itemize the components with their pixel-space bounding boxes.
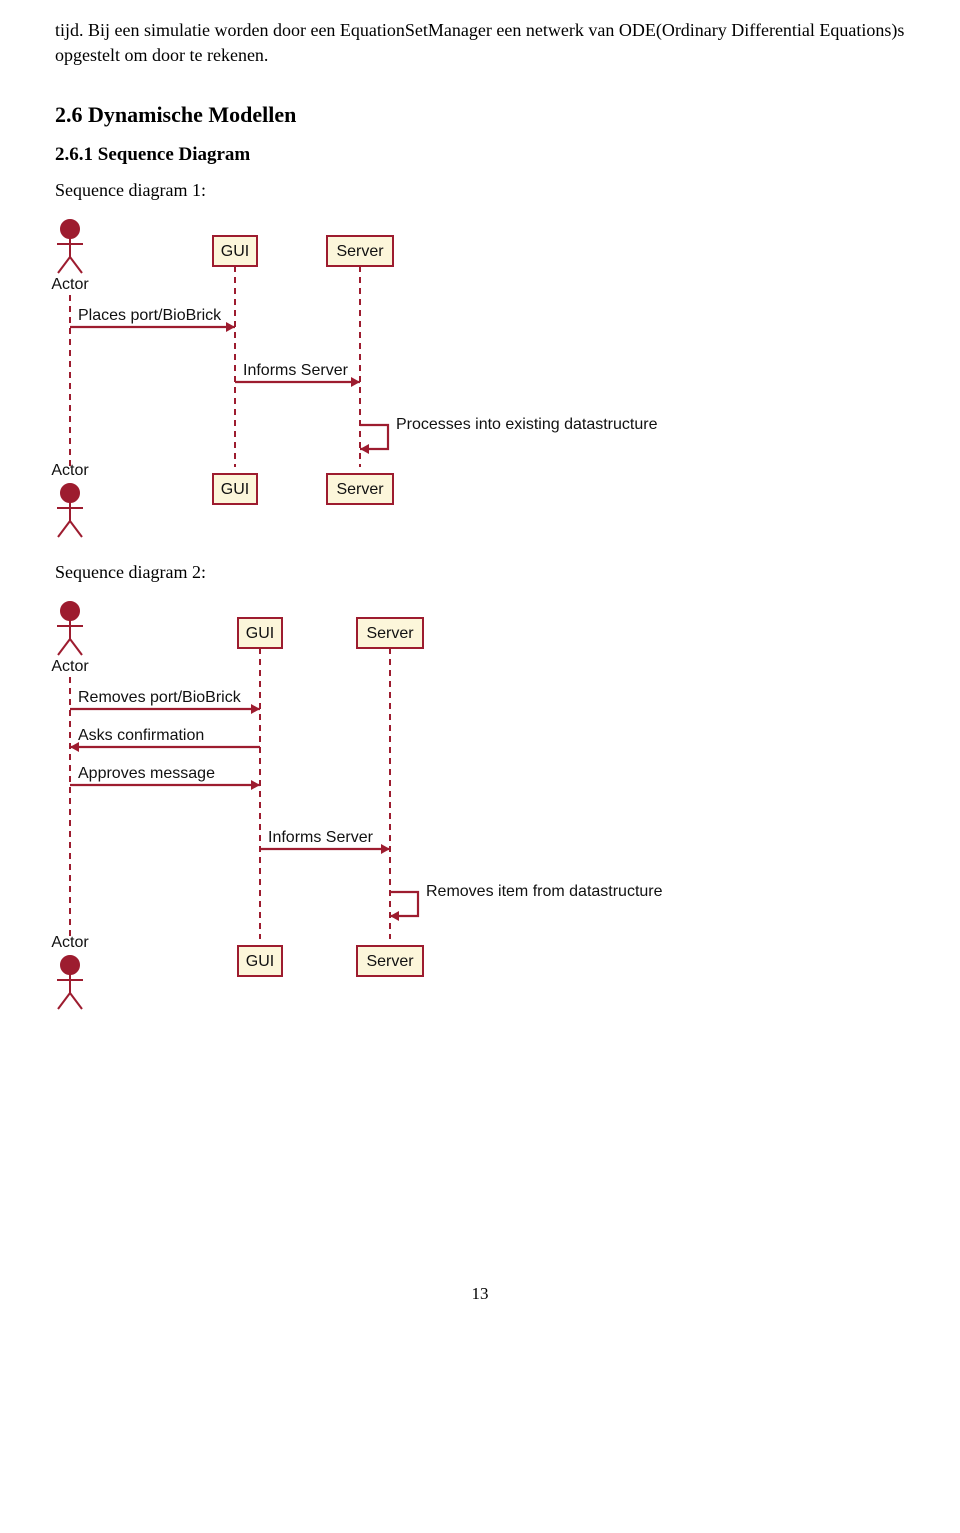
svg-text:Approves message: Approves message <box>78 765 215 782</box>
svg-text:Processes into existing datast: Processes into existing datastructure <box>396 416 658 433</box>
svg-text:Server: Server <box>366 953 414 970</box>
intro-paragraph: tijd. Bij een simulatie worden door een … <box>55 18 905 68</box>
svg-text:GUI: GUI <box>246 953 274 970</box>
seq2-caption: Sequence diagram 2: <box>55 562 905 583</box>
svg-text:Places port/BioBrick: Places port/BioBrick <box>78 307 222 324</box>
svg-text:Server: Server <box>336 481 384 498</box>
svg-text:Informs Server: Informs Server <box>243 362 349 379</box>
svg-text:Removes item from datastructur: Removes item from datastructure <box>426 883 663 900</box>
svg-text:Actor: Actor <box>51 658 89 675</box>
svg-text:GUI: GUI <box>246 625 274 642</box>
svg-text:Actor: Actor <box>51 934 89 951</box>
sequence-diagram: Actor GUI Server Removes port/BioBrick As… <box>35 589 755 1019</box>
svg-text:Server: Server <box>366 625 414 642</box>
svg-text:Asks confirmation: Asks confirmation <box>78 727 204 744</box>
svg-text:Actor: Actor <box>51 462 89 479</box>
svg-text:GUI: GUI <box>221 481 249 498</box>
svg-text:Informs Server: Informs Server <box>268 829 374 846</box>
page-number: 13 <box>55 1284 905 1304</box>
sequence-diagram-2: Actor GUI Server Removes port/BioBrick As… <box>35 589 905 1024</box>
heading-2-6-1: 2.6.1 Sequence Diagram <box>55 144 905 166</box>
sequence-diagram-1: Actor GUI Server Places port/BioBrick Inf… <box>35 207 905 552</box>
sequence-diagram: Actor GUI Server Places port/BioBrick Inf… <box>35 207 755 547</box>
svg-text:Removes port/BioBrick: Removes port/BioBrick <box>78 689 242 706</box>
svg-text:GUI: GUI <box>221 243 249 260</box>
seq1-caption: Sequence diagram 1: <box>55 180 905 201</box>
svg-text:Actor: Actor <box>51 276 89 293</box>
heading-2-6: 2.6 Dynamische Modellen <box>55 102 905 128</box>
svg-text:Server: Server <box>336 243 384 260</box>
